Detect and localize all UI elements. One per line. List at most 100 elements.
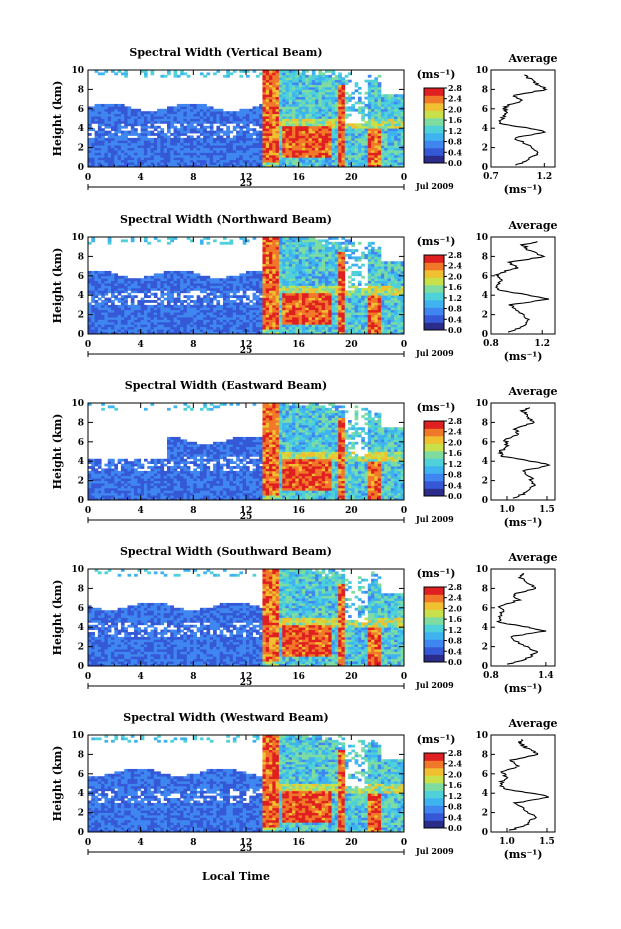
heatmap-cell bbox=[170, 147, 174, 151]
heatmap-cell bbox=[134, 162, 138, 165]
heatmap-cell bbox=[318, 82, 323, 85]
heatmap-cell bbox=[127, 123, 132, 127]
heatmap-cell bbox=[160, 157, 165, 161]
heatmap-cell bbox=[229, 159, 234, 163]
heatmap-cell bbox=[153, 273, 158, 277]
heatmap-cell bbox=[219, 128, 224, 132]
heatmap-cell bbox=[377, 101, 382, 105]
heatmap-cell bbox=[272, 329, 277, 332]
heatmap-cell bbox=[305, 304, 309, 308]
heatmap-cell bbox=[328, 79, 332, 83]
heatmap-cell bbox=[374, 164, 379, 168]
heatmap-cell bbox=[305, 162, 309, 165]
heatmap-cell bbox=[153, 331, 158, 335]
heatmap-cell bbox=[298, 326, 303, 330]
heatmap-cell bbox=[252, 162, 257, 165]
heatmap-cell bbox=[374, 142, 379, 146]
heatmap-cell bbox=[180, 309, 184, 313]
heatmap-cell bbox=[269, 84, 273, 88]
heatmap-cell bbox=[275, 74, 280, 78]
heatmap-cell bbox=[163, 312, 168, 315]
heatmap-cell bbox=[311, 123, 316, 127]
heatmap-cell bbox=[371, 128, 375, 132]
heatmap-cell bbox=[252, 113, 257, 117]
heatmap-cell bbox=[371, 96, 375, 100]
heatmap-cell bbox=[242, 123, 247, 127]
heatmap-cell bbox=[400, 118, 405, 122]
heatmap-cell bbox=[239, 159, 244, 163]
heatmap-cell bbox=[170, 319, 174, 323]
heatmap-cell bbox=[318, 72, 323, 76]
heatmap-cell bbox=[203, 307, 207, 311]
heatmap-cell bbox=[196, 278, 201, 282]
heatmap-cell bbox=[374, 118, 379, 122]
heatmap-cell bbox=[180, 125, 184, 129]
heatmap-cell bbox=[117, 103, 122, 107]
heatmap-cell bbox=[170, 123, 174, 127]
heatmap-cell bbox=[371, 130, 375, 134]
heatmap-cell bbox=[226, 304, 230, 308]
heatmap-cell bbox=[219, 280, 224, 284]
heatmap-cell bbox=[88, 147, 92, 151]
heatmap-cell bbox=[163, 159, 168, 163]
heatmap-cell bbox=[97, 123, 102, 127]
heatmap-cell bbox=[321, 135, 326, 139]
heatmap-cell bbox=[374, 89, 379, 93]
heatmap-cell bbox=[117, 125, 122, 129]
heatmap-cell bbox=[170, 312, 174, 315]
heatmap-cell bbox=[321, 91, 326, 95]
heatmap-cell bbox=[117, 285, 122, 289]
heatmap-cell bbox=[101, 312, 105, 315]
heatmap-cell bbox=[341, 89, 346, 93]
heatmap-cell bbox=[213, 285, 217, 289]
heatmap-cell bbox=[265, 244, 270, 248]
heatmap-cell bbox=[249, 150, 253, 153]
heatmap-cell bbox=[321, 147, 326, 151]
heatmap-cell bbox=[176, 147, 181, 151]
heatmap-cell bbox=[219, 147, 224, 151]
heatmap-cell bbox=[301, 123, 306, 127]
heatmap-cell bbox=[318, 135, 323, 139]
heatmap-cell bbox=[91, 237, 95, 240]
heatmap-cell bbox=[334, 164, 339, 168]
heatmap-cell bbox=[288, 142, 293, 146]
heatmap-cell bbox=[325, 103, 329, 107]
heatmap-cell bbox=[269, 101, 273, 105]
heatmap-cell bbox=[203, 237, 207, 240]
heatmap-cell bbox=[278, 292, 283, 296]
heatmap-cell bbox=[232, 145, 237, 148]
heatmap-cell bbox=[114, 275, 119, 279]
heatmap-cell bbox=[325, 99, 329, 102]
heatmap-cell bbox=[104, 273, 109, 277]
heatmap-cell bbox=[269, 251, 273, 255]
heatmap-cell bbox=[400, 123, 405, 127]
heatmap-cell bbox=[173, 317, 178, 320]
heatmap-cell bbox=[285, 89, 290, 93]
heatmap-cell bbox=[298, 116, 303, 119]
heatmap-cell bbox=[252, 145, 257, 148]
heatmap-cell bbox=[176, 309, 181, 313]
heatmap-cell bbox=[275, 123, 280, 127]
heatmap-cell bbox=[153, 162, 158, 165]
heatmap-cell bbox=[170, 324, 174, 328]
heatmap-cell bbox=[338, 74, 342, 78]
heatmap-cell bbox=[137, 283, 142, 286]
heatmap-cell bbox=[308, 154, 313, 158]
heatmap-cell bbox=[229, 275, 234, 279]
heatmap-cell bbox=[338, 103, 342, 107]
heatmap-cell bbox=[157, 314, 161, 318]
heatmap-cell bbox=[153, 280, 158, 284]
heatmap-cell bbox=[400, 164, 405, 168]
heatmap-cell bbox=[120, 125, 125, 129]
heatmap-cell bbox=[222, 140, 227, 144]
heatmap-cell bbox=[377, 74, 382, 78]
heatmap-cell bbox=[269, 314, 273, 318]
heatmap-cell bbox=[216, 302, 221, 306]
heatmap-cell bbox=[170, 285, 174, 289]
heatmap-cell bbox=[390, 120, 395, 124]
heatmap-cell bbox=[114, 324, 119, 328]
heatmap-cell bbox=[160, 135, 165, 139]
heatmap-cell bbox=[120, 120, 125, 124]
heatmap-cell bbox=[380, 111, 385, 115]
heatmap-cell bbox=[344, 91, 349, 95]
